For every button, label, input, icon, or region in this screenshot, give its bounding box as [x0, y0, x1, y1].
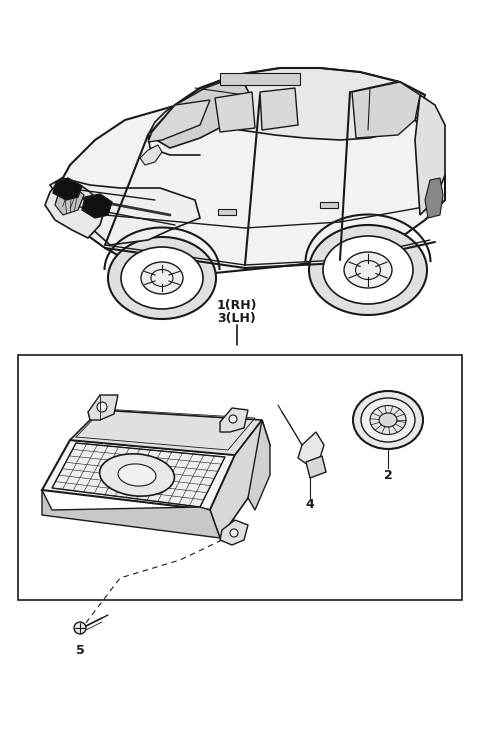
Circle shape — [74, 622, 86, 634]
Polygon shape — [53, 178, 82, 200]
Text: 4: 4 — [306, 499, 314, 511]
Ellipse shape — [309, 225, 427, 315]
Ellipse shape — [361, 398, 415, 442]
Polygon shape — [220, 408, 248, 432]
Polygon shape — [148, 100, 210, 142]
Bar — [220, 73, 300, 85]
Polygon shape — [50, 178, 200, 245]
Polygon shape — [88, 395, 118, 420]
Circle shape — [229, 415, 237, 423]
Ellipse shape — [108, 237, 216, 319]
Text: 5: 5 — [76, 643, 84, 657]
Polygon shape — [148, 75, 250, 148]
Polygon shape — [55, 88, 445, 275]
Polygon shape — [298, 432, 324, 465]
Bar — [18, 355, 462, 600]
Polygon shape — [52, 443, 225, 507]
Polygon shape — [70, 410, 262, 455]
Polygon shape — [210, 420, 270, 538]
Bar — [218, 209, 236, 215]
Circle shape — [230, 529, 238, 537]
Ellipse shape — [118, 464, 156, 486]
Polygon shape — [215, 92, 255, 132]
Polygon shape — [260, 88, 298, 130]
Ellipse shape — [370, 405, 406, 435]
Polygon shape — [175, 68, 425, 140]
Polygon shape — [425, 178, 443, 218]
Ellipse shape — [141, 262, 183, 294]
Polygon shape — [220, 520, 248, 545]
Polygon shape — [82, 194, 112, 218]
Text: 1(RH): 1(RH) — [217, 298, 257, 312]
Bar — [320, 202, 338, 208]
Polygon shape — [42, 440, 235, 510]
Polygon shape — [352, 82, 420, 138]
Polygon shape — [306, 456, 326, 478]
Text: 2: 2 — [384, 468, 392, 482]
Ellipse shape — [379, 413, 397, 427]
Ellipse shape — [344, 252, 392, 288]
Text: 3(LH): 3(LH) — [217, 312, 256, 324]
Polygon shape — [55, 185, 84, 215]
Ellipse shape — [353, 391, 423, 449]
Ellipse shape — [99, 454, 174, 496]
Ellipse shape — [323, 236, 413, 304]
Circle shape — [97, 402, 107, 412]
Ellipse shape — [121, 247, 203, 309]
Polygon shape — [42, 490, 220, 538]
Polygon shape — [140, 145, 162, 165]
Polygon shape — [248, 420, 270, 510]
Polygon shape — [45, 178, 105, 238]
Polygon shape — [415, 95, 445, 215]
